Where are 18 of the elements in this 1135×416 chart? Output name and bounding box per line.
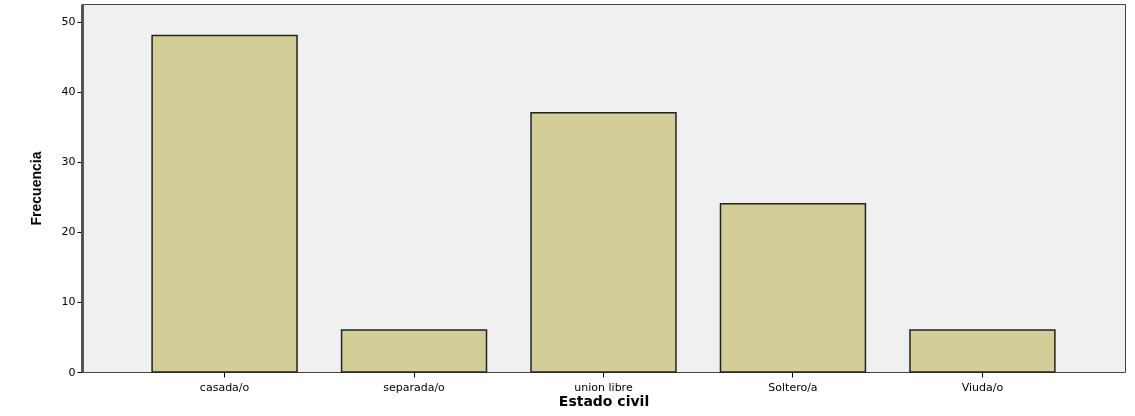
bar [530, 111, 677, 373]
x-tick-label: separada/o [383, 380, 446, 394]
x-tick-label: Soltero/a [768, 380, 818, 394]
y-tick-label: 40 [61, 85, 76, 99]
x-tick-label: casada/o [199, 380, 250, 394]
x-tick-label: union libre [574, 380, 633, 394]
y-tick-label: 50 [61, 15, 76, 29]
x-axis-title: Estado civil [558, 392, 650, 409]
bar [340, 329, 488, 373]
y-tick-label: 20 [61, 225, 76, 239]
y-axis-title: Frecuencia [27, 151, 44, 226]
bar [909, 329, 1056, 373]
y-tick-label: 10 [61, 295, 76, 309]
y-tick-label: 0 [68, 365, 76, 379]
y-tick-label: 30 [61, 155, 76, 169]
bar [719, 203, 867, 373]
bar [151, 34, 298, 373]
x-tick-label: Viuda/o [961, 380, 1004, 394]
